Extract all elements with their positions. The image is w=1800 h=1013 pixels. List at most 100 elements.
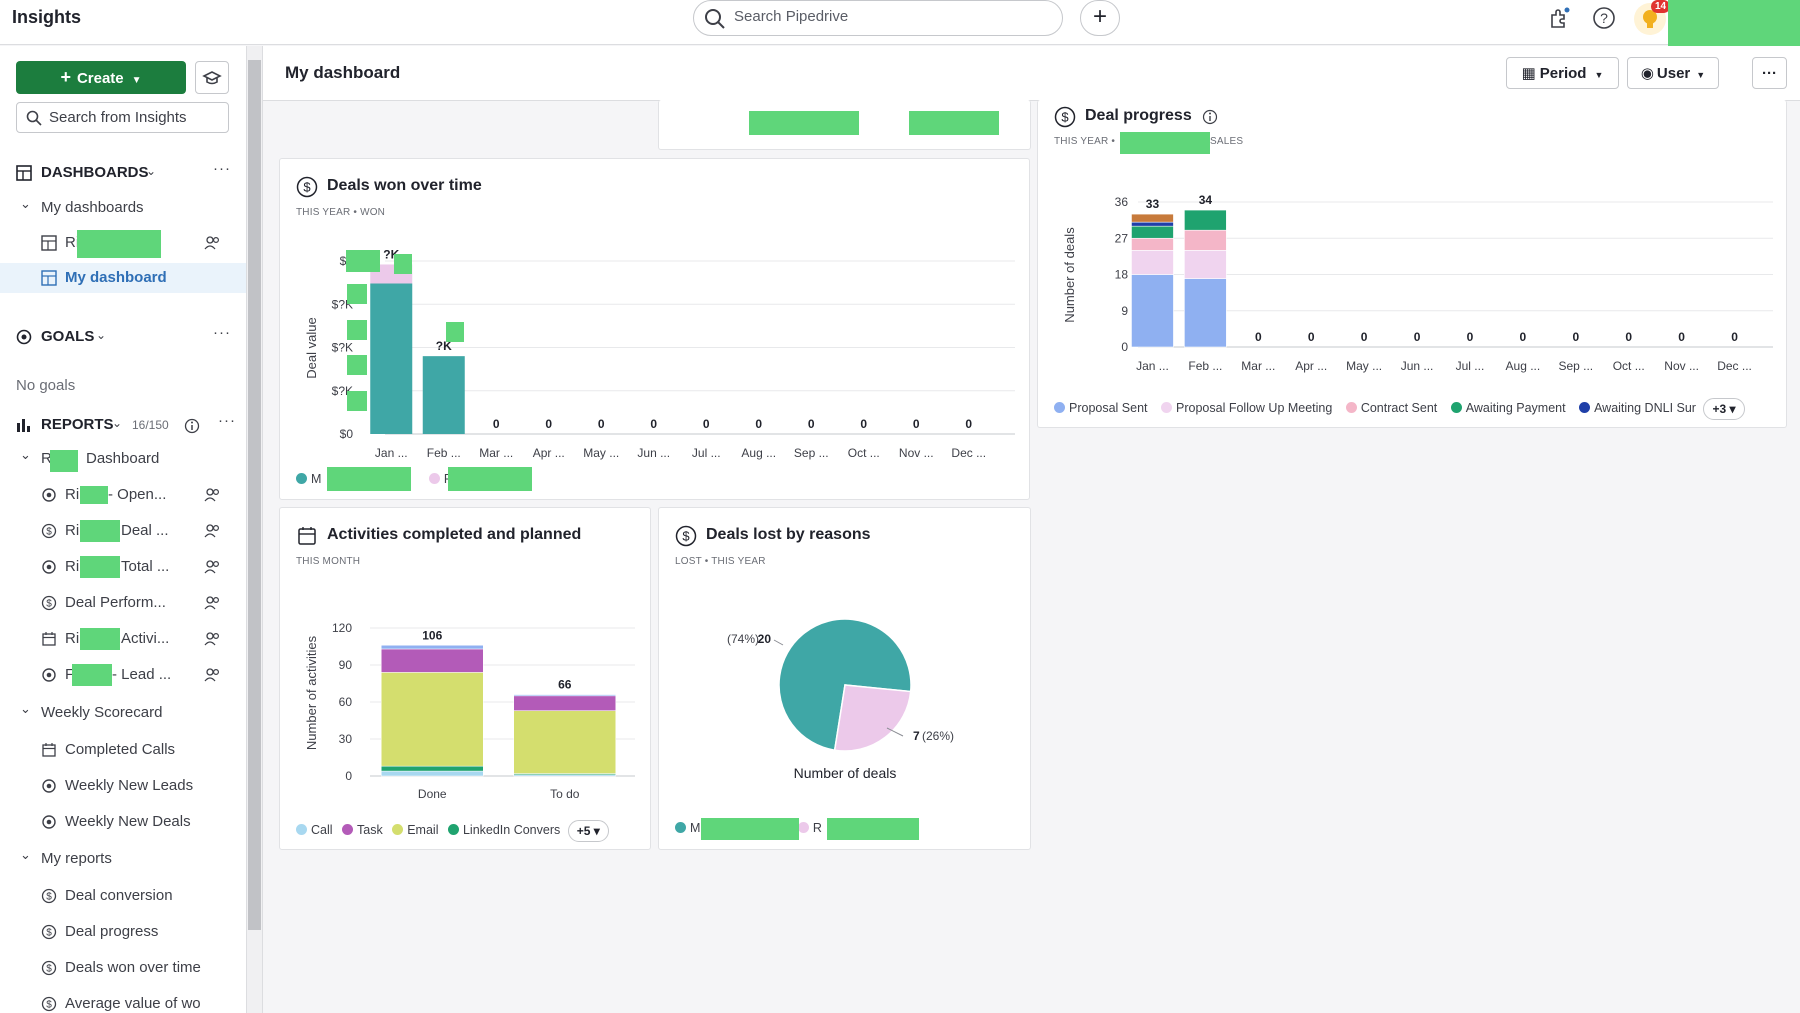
global-search-input[interactable] xyxy=(734,8,1034,25)
bar-segment xyxy=(1131,237,1174,251)
calendar-icon xyxy=(42,743,56,757)
bar-value-label: 0 xyxy=(493,417,500,431)
legend-item[interactable]: Email xyxy=(392,823,438,837)
redacted-block xyxy=(77,230,161,258)
goals-more-icon[interactable]: ··· xyxy=(213,324,231,341)
period-button[interactable]: ▦ Period ▼ xyxy=(1506,57,1619,89)
legend-item[interactable]: M xyxy=(675,821,700,835)
reports-section-header[interactable]: REPORTS ⌄ 16/150 ··· xyxy=(0,410,246,440)
legend-item[interactable]: M xyxy=(296,472,321,486)
deals-lost-card[interactable]: $ Deals lost by reasons LOST • THIS YEAR… xyxy=(658,507,1031,850)
sidebar-report-item[interactable]: Ri Total ... xyxy=(0,552,246,582)
bar-value-label: 0 xyxy=(1572,330,1579,344)
more-options-button[interactable]: ··· xyxy=(1752,57,1787,89)
legend-item[interactable]: Awaiting Payment xyxy=(1450,401,1566,415)
x-tick-label: Oct ... xyxy=(848,446,880,460)
insights-search[interactable] xyxy=(16,102,229,133)
x-tick-label: Jun ... xyxy=(1401,359,1434,373)
svg-text:$: $ xyxy=(46,928,52,939)
shared-users-icon xyxy=(204,596,220,610)
y-tick-label: $?K xyxy=(332,341,353,355)
y-tick-label: 36 xyxy=(1115,195,1129,209)
marketplace-icon[interactable] xyxy=(1546,5,1572,31)
sidebar-report-item[interactable]: $ Deals won over time xyxy=(0,953,246,983)
x-tick-label: Sep ... xyxy=(1558,359,1593,373)
x-tick-label: Sep ... xyxy=(794,446,829,460)
bar-value-label: 66 xyxy=(558,678,572,692)
app-title: Insights xyxy=(12,7,82,27)
user-button[interactable]: ◉ User ▼ xyxy=(1627,57,1719,89)
legend-more-chip[interactable]: +5 ▾ xyxy=(567,820,609,842)
sidebar-report-item[interactable]: $ Deal conversion xyxy=(0,881,246,911)
legend-item[interactable]: R xyxy=(797,821,822,835)
report-group-weekly-scorecard[interactable]: ⌄ Weekly Scorecard xyxy=(0,698,246,728)
deals-lost-legend: M R xyxy=(675,821,832,835)
legend-item[interactable]: Proposal Follow Up Meeting xyxy=(1161,401,1332,415)
legend-item[interactable]: Call xyxy=(296,823,333,837)
dashboards-more-icon[interactable]: ··· xyxy=(213,160,231,177)
sidebar-report-item[interactable]: F - Lead ... xyxy=(0,660,246,690)
report-group-my-reports[interactable]: ⌄ My reports xyxy=(0,844,246,874)
sidebar-report-item[interactable]: $ Deal Perform... xyxy=(0,588,246,618)
legend-item[interactable]: LinkedIn Convers xyxy=(447,823,560,837)
sidebar-item-my-dashboard[interactable]: My dashboard xyxy=(0,263,246,293)
goals-section-header[interactable]: GOALS ⌄ ··· xyxy=(0,322,246,352)
my-dashboards-group[interactable]: ⌄ My dashboards xyxy=(0,193,246,223)
bar-segment xyxy=(381,648,484,673)
help-icon[interactable]: ? xyxy=(1591,5,1617,31)
legend-item[interactable]: Task xyxy=(342,823,383,837)
sidebar-report-item[interactable]: Completed Calls xyxy=(0,735,246,765)
y-tick-label: 27 xyxy=(1115,231,1129,245)
info-icon[interactable] xyxy=(184,418,200,434)
x-tick-label: To do xyxy=(550,787,580,801)
legend-item[interactable]: Awaiting DNLI Sur xyxy=(1579,401,1696,415)
sidebar-report-item[interactable]: $ Average value of wo xyxy=(0,989,246,1013)
sidebar-report-item[interactable]: $ Deal progress xyxy=(0,917,246,947)
partial-report-card[interactable] xyxy=(658,100,1031,150)
tips-button[interactable]: 14 xyxy=(1634,0,1671,35)
report-item-label: Activi... xyxy=(121,630,170,647)
report-item-label: Total ... xyxy=(121,558,170,575)
sidebar-report-item[interactable]: Weekly New Deals xyxy=(0,807,246,837)
x-tick-label: Jan ... xyxy=(375,446,408,460)
report-item-label: Deal ... xyxy=(121,522,169,539)
card-subtitle: SALES xyxy=(1210,136,1244,147)
bar-value-label: 106 xyxy=(422,628,442,642)
x-tick-label: May ... xyxy=(583,446,619,460)
card-subtitle: THIS MONTH xyxy=(296,556,361,567)
quick-add-button[interactable]: + xyxy=(1080,0,1120,36)
x-tick-label: Aug ... xyxy=(741,446,776,460)
dashboards-section-header[interactable]: DASHBOARDS ⌄ ··· xyxy=(0,158,246,188)
dollar-icon: $ xyxy=(41,924,57,940)
reports-more-icon[interactable]: ··· xyxy=(218,412,236,429)
deals-won-card[interactable]: $ Deals won over time THIS YEAR • WON De… xyxy=(279,158,1030,500)
sidebar-report-item[interactable]: Ri - Open... xyxy=(0,480,246,510)
sidebar-scrollbar[interactable] xyxy=(247,46,263,1013)
create-button[interactable]: + Create ▼ xyxy=(16,61,186,94)
deal-progress-card[interactable]: $ Deal progress THIS YEAR • SALES Number… xyxy=(1037,100,1787,428)
sidebar-report-item[interactable]: $ Ri Deal ... xyxy=(0,516,246,546)
global-search[interactable] xyxy=(693,0,1063,36)
bar-segment xyxy=(381,765,484,772)
y-tick-label: 90 xyxy=(339,658,353,672)
sidebar-dashboard-item[interactable]: Ri xyxy=(0,228,246,258)
activities-card[interactable]: Activities completed and planned THIS MO… xyxy=(279,507,651,850)
report-group-dashboard[interactable]: ⌄ R Dashboard xyxy=(0,444,246,474)
sidebar-report-item[interactable]: Weekly New Leads xyxy=(0,771,246,801)
legend-more-chip[interactable]: +3 ▾ xyxy=(1703,398,1745,420)
bar-segment xyxy=(370,283,413,434)
scrollbar-thumb[interactable] xyxy=(248,60,261,930)
dollar-icon: $ xyxy=(41,523,57,539)
legend-item[interactable]: Contract Sent xyxy=(1345,401,1437,415)
redacted-block xyxy=(1120,132,1210,154)
chevron-down-icon: ⌄ xyxy=(20,447,31,462)
legend-item[interactable]: Proposal Sent xyxy=(1054,401,1148,415)
learn-button[interactable] xyxy=(195,61,229,94)
redacted-block xyxy=(701,818,799,840)
sidebar-report-item[interactable]: Ri Activi... xyxy=(0,624,246,654)
insights-search-input[interactable] xyxy=(49,109,224,126)
slice-label: (26%) xyxy=(922,729,954,743)
y-tick-label: 60 xyxy=(339,695,353,709)
info-icon[interactable] xyxy=(1202,109,1218,125)
